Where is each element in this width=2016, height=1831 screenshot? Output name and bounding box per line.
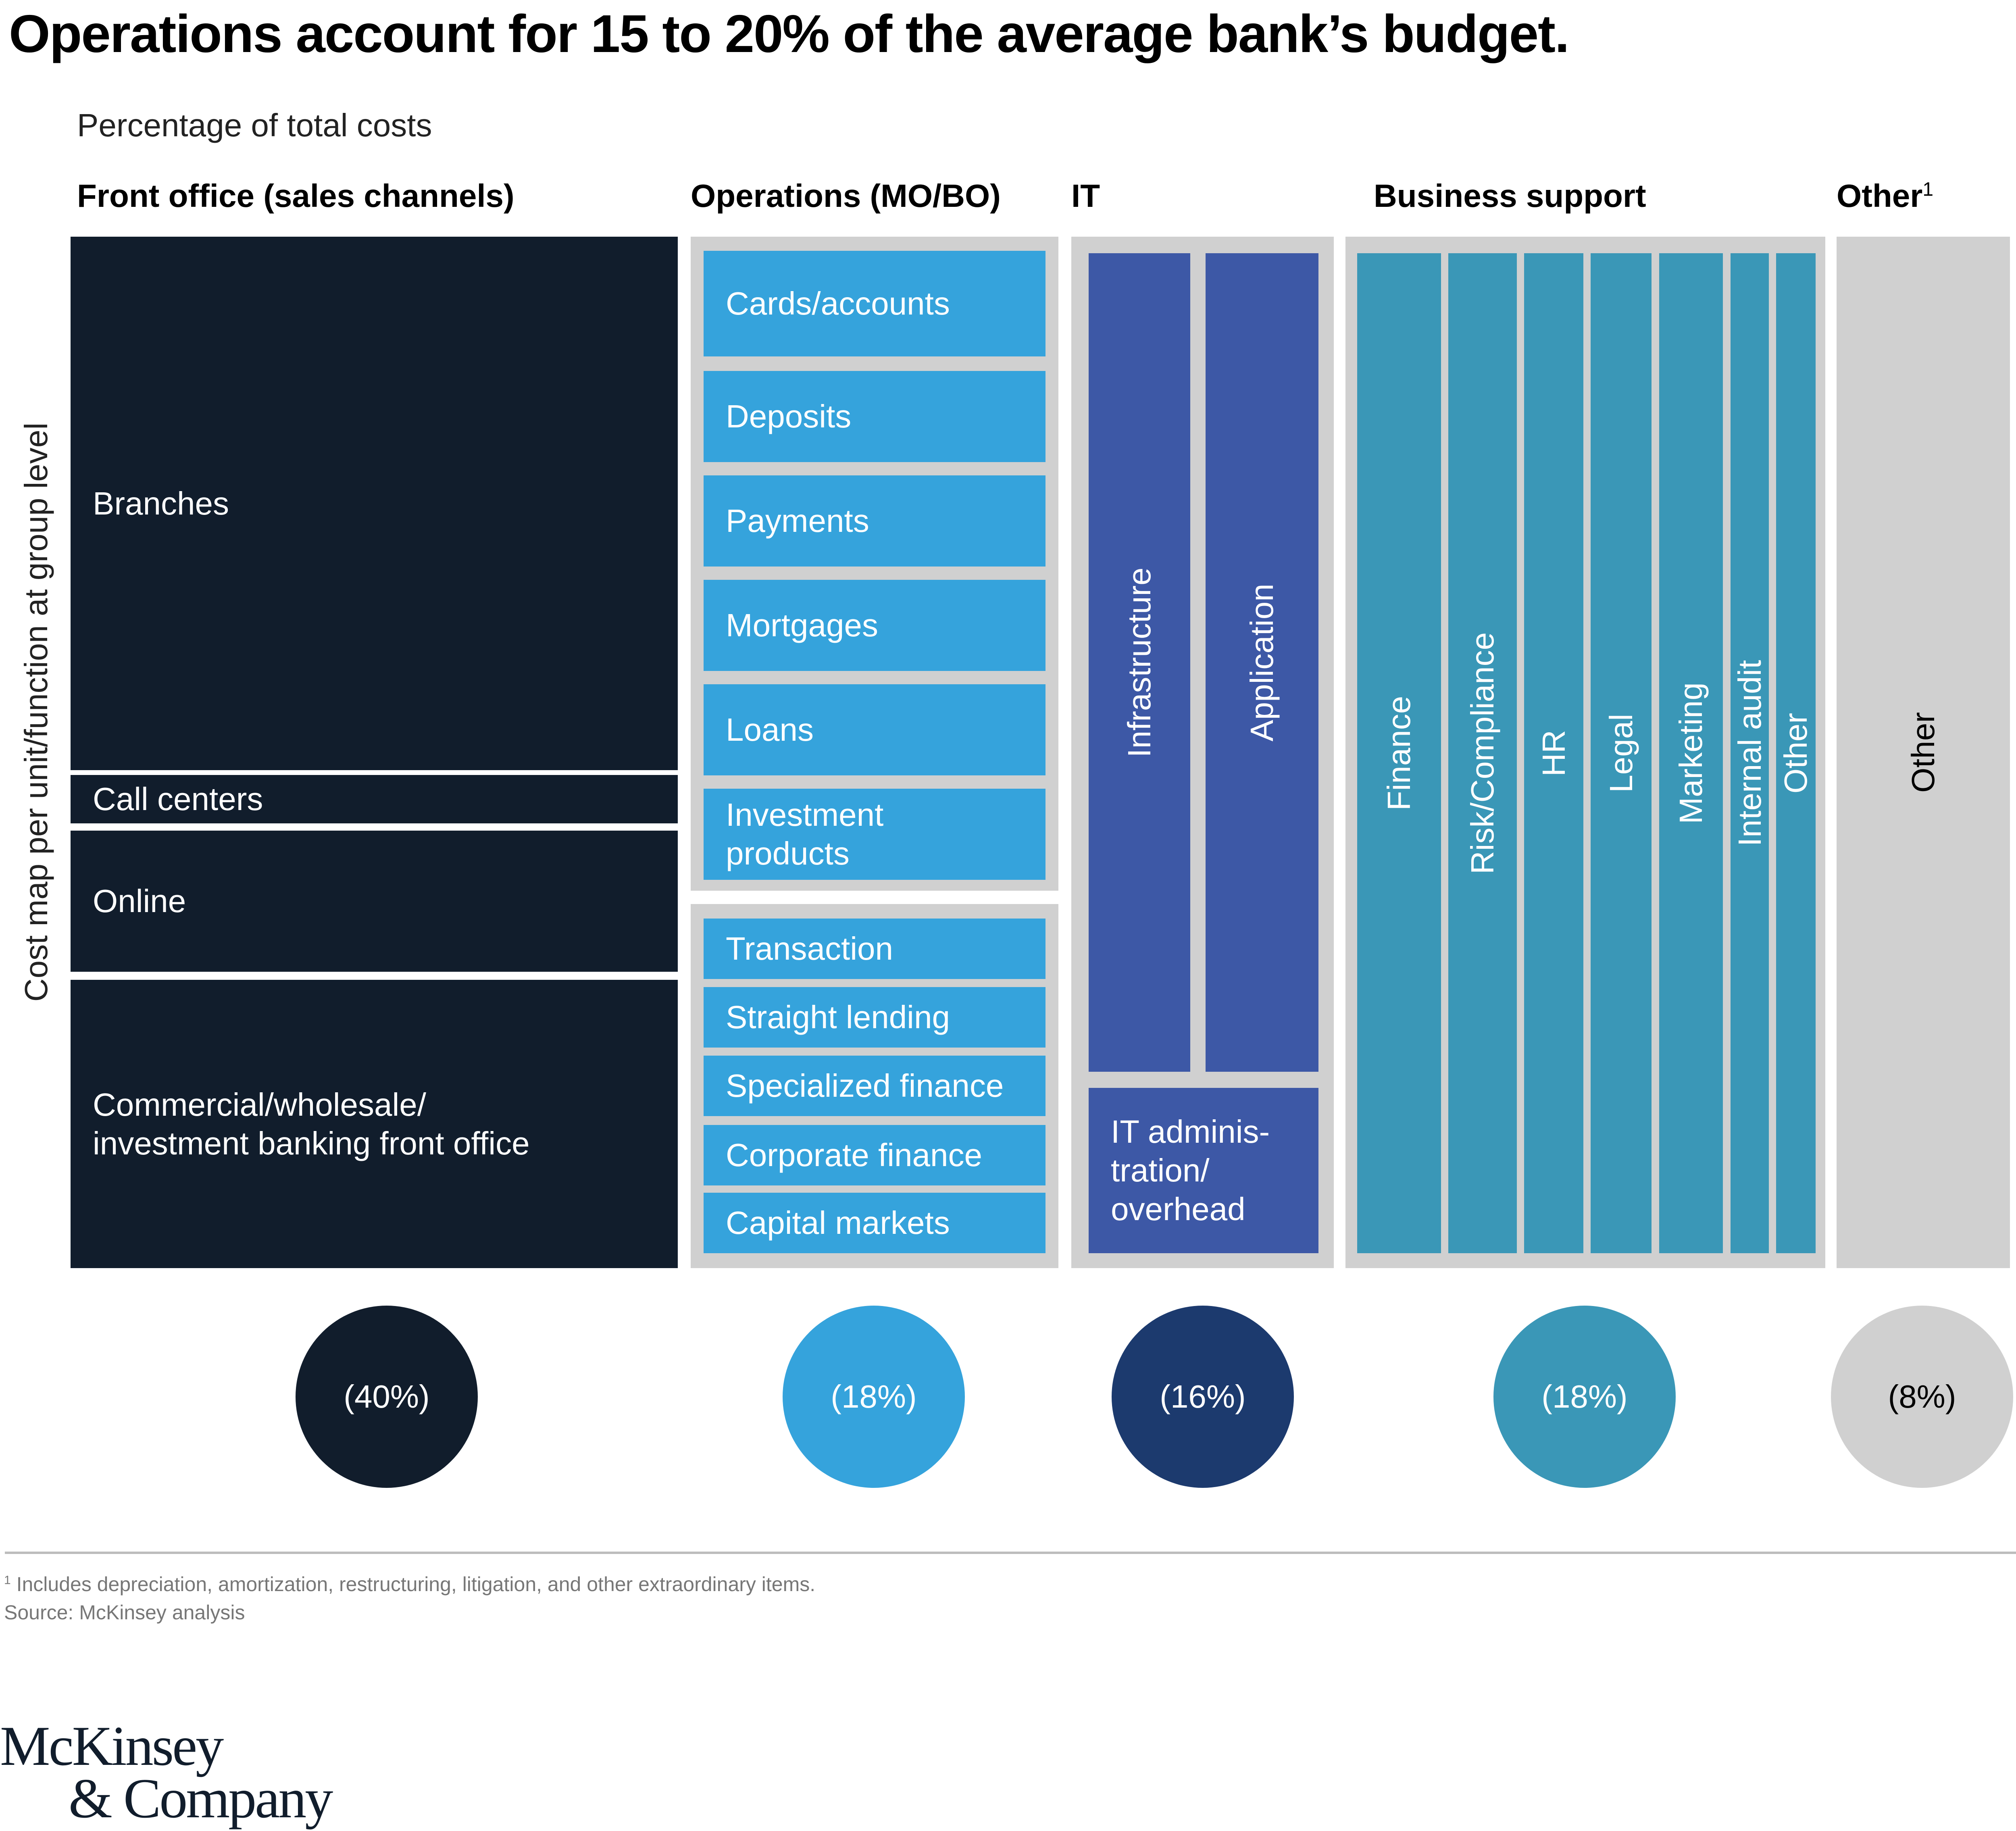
tile-label: Straight lending xyxy=(726,999,950,1035)
logo-line-2: & Company xyxy=(69,1767,333,1830)
tile-label-line: Investment xyxy=(726,797,884,833)
tile-label: Online xyxy=(93,883,186,919)
share-circle-business-support: (18%) xyxy=(1493,1306,1676,1488)
tile-it-administration: IT adminis-tration/overhead xyxy=(1089,1088,1318,1253)
tile-infrastructure: Infrastructure xyxy=(1089,253,1190,1072)
tile-label: Payments xyxy=(726,503,869,539)
tile-transaction: Transaction xyxy=(704,919,1045,979)
chart-subtitle: Percentage of total costs xyxy=(77,107,432,143)
tile-label: Loans xyxy=(726,712,814,748)
y-axis-label: Cost map per unit/function at group leve… xyxy=(18,422,54,1002)
header-other-label: Other xyxy=(1837,178,1923,214)
header-front-office: Front office (sales channels) xyxy=(77,178,514,214)
tile-mortgages: Mortgages xyxy=(704,580,1045,671)
tile-label: HR xyxy=(1535,730,1572,777)
tile-label: Other xyxy=(1778,712,1814,794)
tile-label: Mortgages xyxy=(726,607,878,643)
tile-label: Risk/Compliance xyxy=(1464,632,1500,875)
tile-label: Internal audit xyxy=(1731,660,1768,847)
share-circle-operations: (18%) xyxy=(783,1306,965,1488)
tile-label: Call centers xyxy=(93,781,263,817)
tile-other: Other xyxy=(1837,237,2010,1268)
header-it: IT xyxy=(1071,178,1100,214)
footer-divider xyxy=(5,1552,2016,1554)
tile-label: Investment products xyxy=(726,796,883,873)
tile-label: Commercial/wholesale/investment banking … xyxy=(93,1085,530,1163)
tile-internal-audit: Internal audit xyxy=(1731,253,1769,1253)
tile-capital-markets: Capital markets xyxy=(704,1193,1045,1253)
tile-label-line: overhead xyxy=(1111,1191,1245,1227)
footnote-text: Includes depreciation, amortization, res… xyxy=(16,1573,816,1596)
share-label: (18%) xyxy=(1541,1379,1628,1414)
tile-hr: HR xyxy=(1524,253,1583,1253)
tile-payments: Payments xyxy=(704,475,1045,567)
tile-cards-accounts: Cards/accounts xyxy=(704,251,1045,356)
share-circle-it: (16%) xyxy=(1112,1306,1294,1488)
tile-straight-lending: Straight lending xyxy=(704,987,1045,1048)
tile-investment-products: Investment products xyxy=(704,789,1045,880)
tile-label-line: investment banking front office xyxy=(93,1125,530,1161)
tile-deposits: Deposits xyxy=(704,371,1045,462)
tile-bs-other: Other xyxy=(1776,253,1816,1253)
tile-label: Legal xyxy=(1603,714,1639,793)
share-label: (16%) xyxy=(1160,1379,1246,1414)
header-business-support: Business support xyxy=(1374,178,1646,214)
tile-label: Branches xyxy=(93,485,229,521)
chart-title: Operations account for 15 to 20% of the … xyxy=(9,4,1570,63)
share-circle-other: (8%) xyxy=(1831,1306,2013,1488)
tile-specialized-finance: Specialized finance xyxy=(704,1056,1045,1116)
tile-label: Finance xyxy=(1381,696,1417,811)
tile-label: Marketing xyxy=(1673,682,1709,824)
tile-risk-compliance: Risk/Compliance xyxy=(1448,253,1517,1253)
tile-legal: Legal xyxy=(1591,253,1652,1253)
share-label: (8%) xyxy=(1888,1379,1956,1414)
share-circle-front-office: (40%) xyxy=(296,1306,478,1488)
tile-label-line: Commercial/wholesale/ xyxy=(93,1086,426,1123)
tile-finance: Finance xyxy=(1357,253,1441,1253)
tile-label: Corporate finance xyxy=(726,1137,982,1173)
header-other: Other1 xyxy=(1837,177,1933,215)
share-label: (18%) xyxy=(831,1379,917,1414)
tile-label: Deposits xyxy=(726,398,852,434)
header-operations: Operations (MO/BO) xyxy=(691,178,1001,214)
tile-application: Application xyxy=(1206,253,1318,1072)
tile-label-line: products xyxy=(726,835,850,871)
tile-online: Online xyxy=(71,831,678,972)
tile-label-line: IT adminis- xyxy=(1111,1114,1270,1150)
tile-branches: Branches xyxy=(71,237,678,770)
tile-call-centers: Call centers xyxy=(71,775,678,823)
tile-label: Other xyxy=(1905,712,1941,793)
tile-label-line: tration/ xyxy=(1111,1152,1210,1188)
tile-label: Cards/accounts xyxy=(726,285,950,321)
tile-label: Specialized finance xyxy=(726,1068,1004,1104)
share-label: (40%) xyxy=(344,1379,430,1414)
footnote-marker: 1 xyxy=(4,1573,11,1587)
tile-loans: Loans xyxy=(704,684,1045,775)
tile-label: Application xyxy=(1244,583,1280,742)
tile-commercial-wholesale: Commercial/wholesale/investment banking … xyxy=(71,980,678,1268)
source-note: Source: McKinsey analysis xyxy=(4,1601,245,1624)
tile-label: Infrastructure xyxy=(1121,567,1157,758)
tile-corporate-finance: Corporate finance xyxy=(704,1125,1045,1185)
logo-line-1: McKinsey xyxy=(0,1715,224,1777)
footnote: 1 Includes depreciation, amortization, r… xyxy=(4,1573,815,1596)
footnote-marker: 1 xyxy=(1922,179,1934,200)
tile-marketing: Marketing xyxy=(1659,253,1723,1253)
tile-label: IT adminis-tration/overhead xyxy=(1111,1112,1270,1229)
tile-label: Transaction xyxy=(726,931,893,967)
tile-label: Capital markets xyxy=(726,1205,950,1241)
